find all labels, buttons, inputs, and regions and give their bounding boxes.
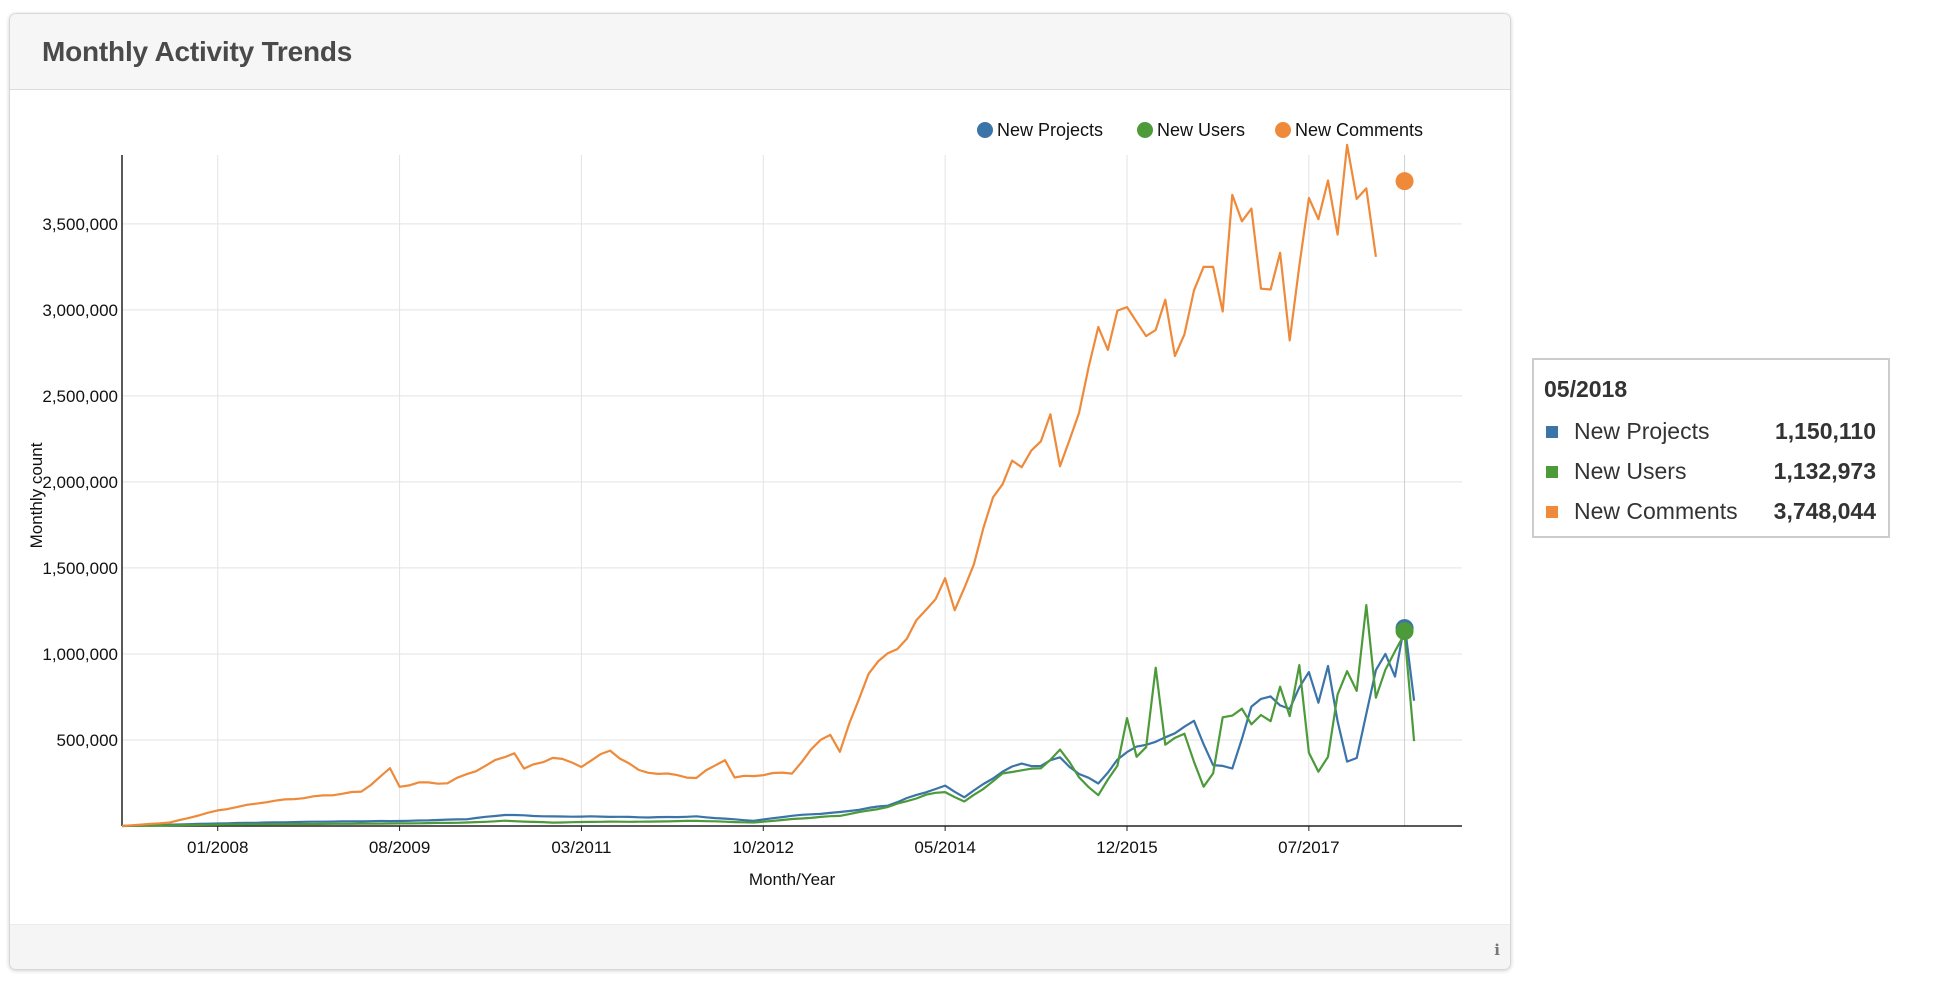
tooltip-value: 1,150,110 [1774,418,1876,444]
line-chart[interactable]: 01/2008 08/2009 03/2011 10/2012 05/2014 12/20… [0,0,1520,900]
panel-footer: i [10,924,1510,969]
legend-dot-new-projects [977,122,993,138]
tooltip-date: 05/2018 [1544,376,1628,402]
y-axis-title: Monthly count [27,442,46,548]
panel-title: Monthly Activity Trends [42,36,353,67]
series-line-new-users [121,604,1416,828]
tooltip-swatch-users [1546,466,1558,478]
tooltip-label: New Users [1574,458,1687,484]
legend-dot-new-comments [1275,122,1291,138]
highlight-marker-new-users [1395,622,1414,641]
legend-label: New Projects [997,120,1103,140]
info-icon[interactable]: i [1494,941,1500,959]
tooltip-swatch-comments [1546,506,1558,518]
legend-dot-new-users [1137,122,1153,138]
tooltip-row-projects: New Projects 1,150,110 [1546,418,1876,448]
chart-tooltip: 05/2018 New Projects 1,150,110 New Users… [1532,358,1890,538]
tooltip-label: New Projects [1574,418,1710,444]
x-tick-label: 03/2011 [551,838,611,857]
legend-label: New Users [1157,120,1245,140]
y-tick-label: 3,500,000 [42,215,118,234]
x-tick-label: 07/2017 [1278,838,1339,857]
x-tick-label: 05/2014 [914,838,975,857]
tooltip-row-comments: New Comments 3,748,044 [1546,498,1876,528]
y-tick-label: 2,500,000 [42,387,118,406]
series-line-new-comments [121,143,1377,828]
y-tick-label: 500,000 [57,731,118,750]
highlight-marker-new-comments [1395,172,1414,191]
tooltip-value: 1,132,973 [1773,458,1876,484]
tooltip-label: New Comments [1574,498,1738,524]
x-tick-label: 10/2012 [733,838,794,857]
chart-panel: Monthly Activity Trends i [9,13,1511,970]
panel-header: Monthly Activity Trends [10,14,1510,90]
tooltip-row-users: New Users 1,132,973 [1546,458,1876,488]
series-line-new-projects [121,623,1416,828]
y-tick-label: 2,000,000 [42,473,118,492]
y-tick-label: 1,500,000 [42,559,118,578]
x-axis-title: Month/Year [749,870,836,889]
tooltip-value: 3,748,044 [1773,498,1876,524]
legend-label: New Comments [1295,120,1423,140]
y-tick-label: 1,000,000 [42,645,118,664]
tooltip-swatch-projects [1546,426,1558,438]
x-tick-label: 08/2009 [369,838,430,857]
y-tick-label: 3,000,000 [42,301,118,320]
x-tick-label: 01/2008 [187,838,248,857]
x-tick-label: 12/2015 [1096,838,1157,857]
